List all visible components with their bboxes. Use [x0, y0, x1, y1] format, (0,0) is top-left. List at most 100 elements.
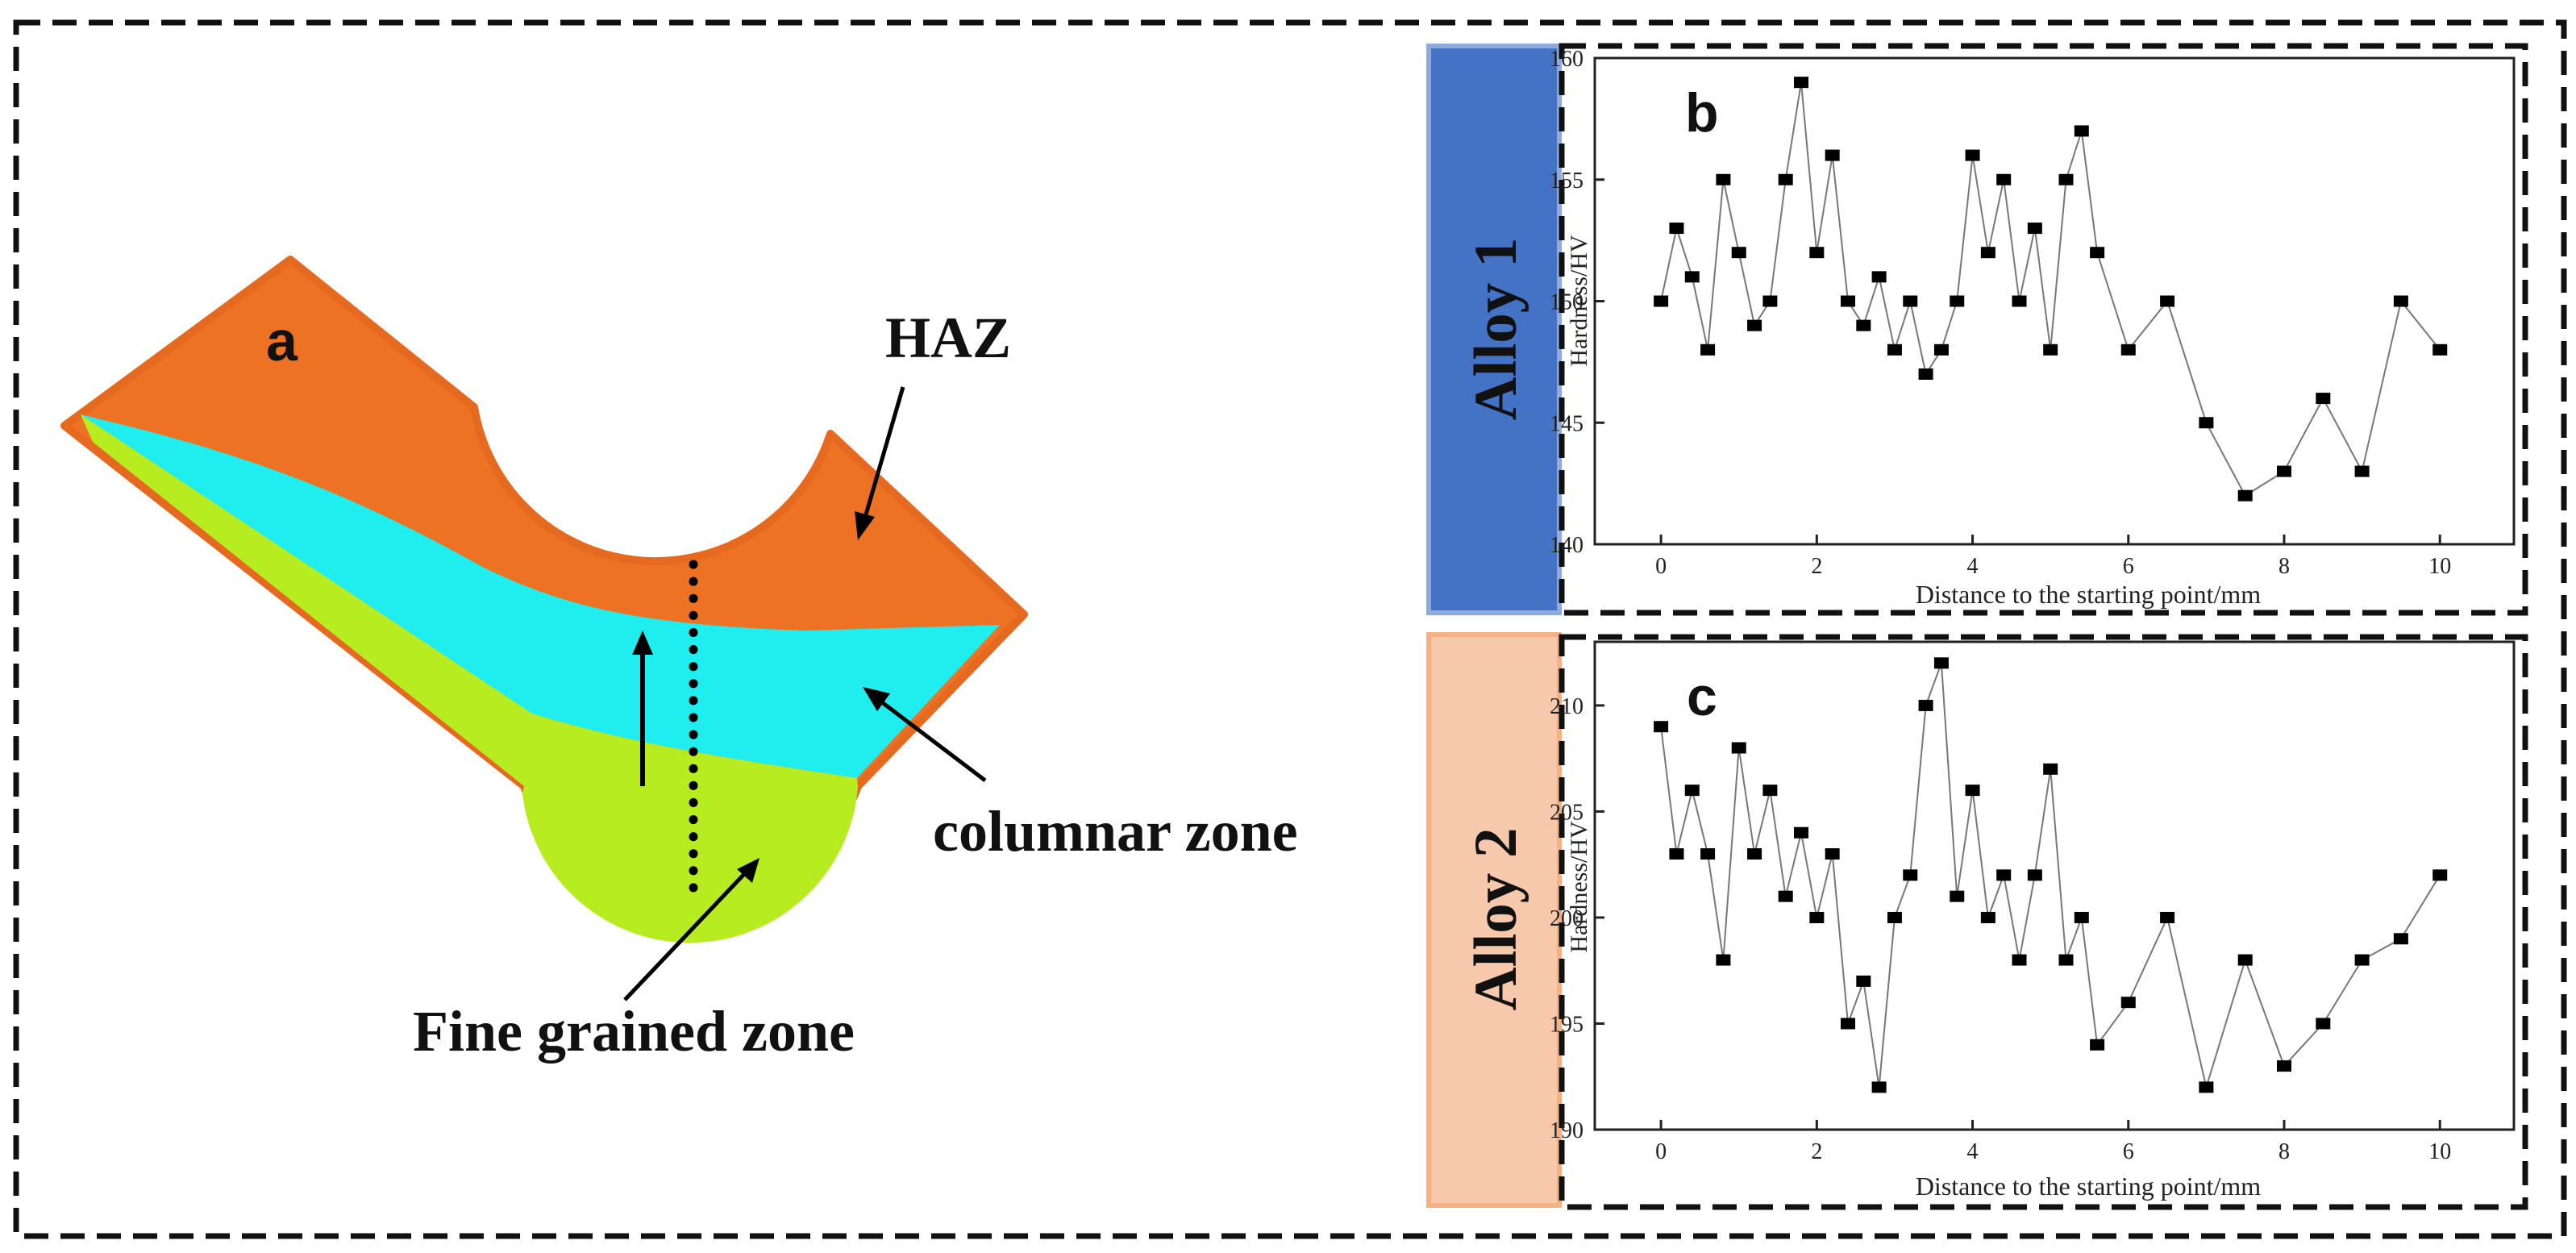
chart-b-point-32: [2237, 489, 2253, 502]
chart-c-point-3: [1700, 848, 1716, 860]
chart-b-point-24: [2027, 223, 2042, 235]
chart-c-dashed-frame: [1559, 634, 2528, 1210]
chart-c-point-36: [2393, 933, 2408, 945]
chart-b-point-22: [1996, 173, 2012, 185]
haz-arrow-head: [855, 511, 875, 540]
fine-grained-zone: [81, 414, 858, 943]
chart-b-ticks: 0 2 4 6 8 10 140 145 150 155 160: [1550, 47, 2451, 579]
chart-b-markers: [1654, 77, 2448, 502]
chart-c-point-21: [1980, 911, 1995, 923]
chart-b-ytick-label: 145: [1550, 411, 1583, 436]
chart-c-ytick-label: 195: [1550, 1012, 1583, 1037]
chart-b-point-20: [1965, 149, 1980, 161]
columnar-zone-label: columnar zone: [933, 799, 1298, 864]
chart-c-point-25: [2043, 763, 2058, 775]
columnar-arrow-head: [863, 687, 890, 711]
chart-c-xtick-label: 6: [2123, 1139, 2134, 1164]
chart-b-point-25: [2043, 343, 2058, 356]
chart-c-point-0: [1654, 721, 1669, 733]
chart-b-ytick-label: 160: [1550, 47, 1583, 72]
chart-c-point-28: [2090, 1039, 2105, 1051]
chart-c-point-8: [1778, 890, 1793, 902]
chart-c-point-27: [2074, 911, 2089, 923]
chart-b-dashed-frame: [1559, 43, 2528, 616]
chart-c-point-6: [1747, 848, 1762, 860]
chart-c-point-4: [1716, 954, 1731, 966]
chart-b-xtick-label: 4: [1967, 554, 1979, 579]
chart-c: 0 2 4 6 8 10 190 195 200 205 210 c Distance to the…: [1550, 640, 2516, 1201]
chart-b-point-17: [1918, 368, 1933, 380]
chart-c-point-22: [1996, 869, 2012, 881]
chart-c-ytick-label: 200: [1550, 906, 1583, 931]
columnar-zone: [81, 414, 1000, 778]
haz-arrow-shaft: [862, 386, 905, 521]
chart-b-ytick-label: 155: [1550, 169, 1583, 194]
chart-b-point-9: [1794, 77, 1809, 89]
chart-c-point-29: [2120, 997, 2136, 1009]
chart-b-point-37: [2432, 343, 2448, 356]
chart-c-point-20: [1965, 785, 1980, 797]
chart-b-xtick-label: 6: [2123, 554, 2134, 579]
chart-b-xtick-label: 2: [1811, 554, 1822, 579]
chart-c-point-34: [2316, 1018, 2331, 1030]
alloy-1-band: Alloy 1: [1426, 44, 1562, 615]
chart-b-point-19: [1950, 295, 1965, 307]
chart-c-point-37: [2432, 869, 2448, 881]
chart-c-point-31: [2199, 1081, 2214, 1093]
chart-c-ticks: 0 2 4 6 8 10 190 195 200 205 210: [1550, 694, 2451, 1164]
columnar-arrow-shaft: [877, 698, 987, 782]
chart-b-ytick-label: 140: [1550, 533, 1583, 558]
chart-c-point-9: [1794, 826, 1809, 839]
chart-c-point-5: [1731, 742, 1746, 754]
chart-c-xtick-label: 10: [2428, 1139, 2451, 1164]
chart-c-point-35: [2354, 954, 2370, 966]
chart-b-point-13: [1856, 319, 1871, 331]
chart-c-point-15: [1887, 911, 1902, 923]
chart-b-point-16: [1903, 295, 1918, 307]
chart-c-xtick-label: 8: [2278, 1139, 2290, 1164]
chart-c-point-16: [1903, 869, 1918, 881]
chart-b-point-18: [1933, 343, 1949, 356]
chart-b-point-10: [1809, 247, 1825, 259]
chart-c-point-18: [1933, 657, 1949, 669]
alloy-1-label: Alloy 1: [1463, 237, 1529, 420]
chart-c-point-1: [1669, 848, 1684, 860]
chart-c-point-14: [1871, 1081, 1887, 1093]
chart-c-point-26: [2058, 954, 2074, 966]
chart-c-point-12: [1840, 1018, 1855, 1030]
chart-b-point-5: [1731, 247, 1746, 259]
chart-b-point-6: [1747, 319, 1762, 331]
chart-b-point-12: [1840, 295, 1855, 307]
chart-c-ylabel: Hardness/HV: [1566, 821, 1592, 953]
weld-schematic: a HAZ columnar zone Fine grained zone: [60, 256, 1298, 1064]
chart-b-point-33: [2277, 465, 2291, 477]
chart-c-point-32: [2237, 954, 2253, 966]
chart-c-ytick-label: 190: [1550, 1118, 1583, 1143]
chart-b-xlabel: Distance to the starting point/mm: [1916, 580, 2261, 609]
chart-b-point-34: [2316, 393, 2331, 405]
chart-b-series-line: [1660, 81, 2441, 497]
chart-c-point-30: [2160, 911, 2175, 923]
panel-a-label: a: [266, 310, 298, 373]
chart-c-panel-label: c: [1687, 666, 1717, 727]
chart-b-point-21: [1980, 247, 1995, 259]
chart-b-point-23: [2012, 295, 2027, 307]
chart-c-point-2: [1684, 785, 1700, 797]
chart-c-point-10: [1809, 911, 1825, 923]
chart-b-panel-label: b: [1685, 82, 1719, 144]
chart-c-point-17: [1918, 699, 1933, 711]
chart-b-point-27: [2074, 125, 2089, 137]
chart-b-xtick-label: 0: [1655, 554, 1667, 579]
chart-c-ytick-label: 210: [1550, 694, 1583, 719]
chart-b-point-8: [1778, 173, 1793, 185]
chart-b-point-14: [1871, 271, 1887, 283]
chart-b-point-29: [2120, 343, 2136, 356]
chart-b-point-4: [1716, 173, 1731, 185]
fine-arrow-head: [737, 858, 759, 883]
chart-b-point-1: [1669, 223, 1684, 235]
chart-c-xlabel: Distance to the starting point/mm: [1916, 1172, 2261, 1201]
chart-b-point-31: [2199, 417, 2214, 429]
chart-b-point-28: [2090, 247, 2105, 259]
haz-label: HAZ: [885, 306, 1011, 370]
chart-b-point-3: [1700, 343, 1716, 356]
